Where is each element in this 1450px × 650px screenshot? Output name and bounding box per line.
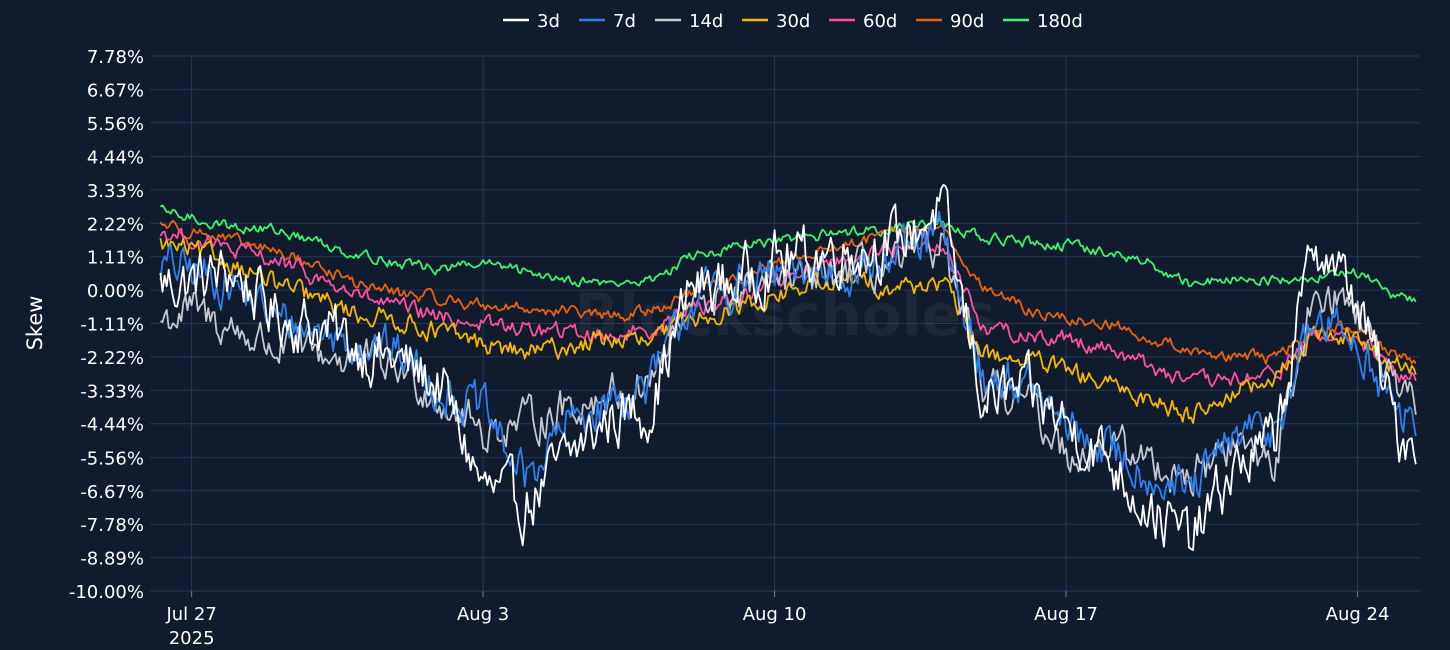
x-tick-label: Jul 27 xyxy=(165,604,216,625)
legend-item-60d[interactable]: 60d xyxy=(829,11,897,32)
y-tick-label: 6.67% xyxy=(87,80,144,101)
y-tick-label: -7.78% xyxy=(80,515,144,536)
series-lines xyxy=(159,184,1417,551)
legend-label-14d: 14d xyxy=(689,11,723,32)
legend-label-3d: 3d xyxy=(537,11,560,32)
y-tick-label: 1.11% xyxy=(87,248,144,269)
legend-item-3d[interactable]: 3d xyxy=(503,11,560,32)
legend-item-14d[interactable]: 14d xyxy=(655,11,723,32)
x-tick-year-label: 2025 xyxy=(169,628,215,649)
x-tick-label: Aug 10 xyxy=(743,604,807,625)
series-line-180d xyxy=(159,204,1417,303)
x-tick-label: Aug 24 xyxy=(1326,604,1390,625)
y-tick-label: -1.11% xyxy=(80,315,144,336)
legend-label-7d: 7d xyxy=(613,11,636,32)
legend-item-180d[interactable]: 180d xyxy=(1003,11,1083,32)
y-tick-label: 3.33% xyxy=(87,181,144,202)
y-tick-label: -5.56% xyxy=(80,448,144,469)
x-axis-ticks: Jul 27 2025 Aug 3 Aug 10 Aug 17 Aug 24 xyxy=(165,604,1389,649)
y-tick-label: 4.44% xyxy=(87,148,144,169)
y-tick-label: 0.00% xyxy=(87,281,144,302)
y-tick-label: -3.33% xyxy=(80,381,144,402)
legend-item-90d[interactable]: 90d xyxy=(916,11,984,32)
y-axis-title: Skew xyxy=(23,296,47,351)
y-tick-label: -4.44% xyxy=(80,415,144,436)
series-line-3d xyxy=(159,184,1417,551)
legend-label-30d: 30d xyxy=(776,11,810,32)
watermark-text: Blockscholes xyxy=(575,281,996,349)
grid-lines xyxy=(150,55,1420,597)
y-tick-label: 7.78% xyxy=(87,47,144,68)
series-line-30d xyxy=(159,238,1417,424)
series-line-60d xyxy=(159,227,1417,388)
x-tick-label: Aug 3 xyxy=(457,604,509,625)
y-tick-label: -2.22% xyxy=(80,348,144,369)
legend-item-30d[interactable]: 30d xyxy=(742,11,810,32)
y-axis-ticks: -10.00% -8.89% -7.78% -6.67% -5.56% -4.44% -3.… xyxy=(69,47,144,603)
y-tick-label: 2.22% xyxy=(87,214,144,235)
x-tick-label: Aug 17 xyxy=(1034,604,1098,625)
y-tick-label: -6.67% xyxy=(80,482,144,503)
legend-label-180d: 180d xyxy=(1037,11,1083,32)
legend-item-7d[interactable]: 7d xyxy=(579,11,636,32)
y-tick-label: 5.56% xyxy=(87,114,144,135)
legend-label-60d: 60d xyxy=(863,11,897,32)
legend[interactable]: 3d 7d 14d 30d 60d 90d 180d xyxy=(503,11,1083,32)
y-tick-label: -8.89% xyxy=(80,549,144,570)
series-line-14d xyxy=(160,225,1417,497)
y-tick-label: -10.00% xyxy=(69,582,144,603)
legend-label-90d: 90d xyxy=(950,11,984,32)
